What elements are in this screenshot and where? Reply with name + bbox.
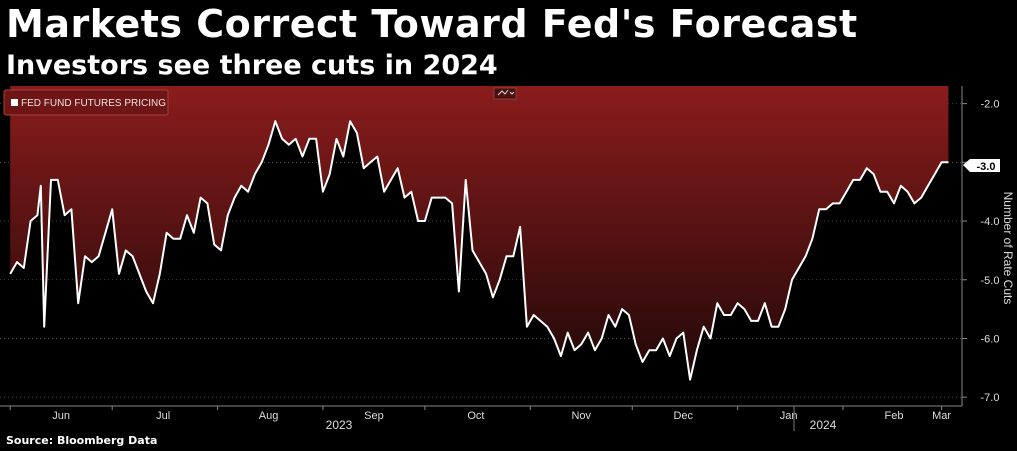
y-axis-ticks: -2.0 -4.0 -5.0 -6.0 -7.0 [962,99,1000,404]
x-tick-label: Feb [885,410,904,422]
x-axis-ticks: Jun Jul Aug Sep Oct Nov Dec Jan Feb Mar [9,406,951,422]
y-tick-label: -4.0 [981,216,1000,228]
y-tick-label: -6.0 [981,333,1000,345]
legend-label: FED FUND FUTURES PRICING [21,98,166,109]
x-tick-label: Jun [52,410,70,422]
series-line [9,120,949,381]
area-fill [10,86,949,380]
x-tick-label: Mar [932,410,951,422]
legend-swatch [11,99,18,106]
year-label-2024: 2024 [810,418,837,432]
x-tick-label: Jul [156,410,170,422]
chart-menu-icon[interactable] [493,87,517,100]
x-tick-label: Dec [673,410,693,422]
source-note: Source: Bloomberg Data [6,434,158,447]
chart-area: FED FUND FUTURES PRICING -2.0 -4.0 -5.0 -6.… [0,86,1015,432]
x-tick-label: Jan [780,410,798,422]
y-tick-label: -2.0 [981,99,1000,111]
legend-box [3,89,169,116]
y-axis-label: Number of Rate Cuts [1001,192,1015,305]
y-tick-label: -5.0 [981,275,1000,287]
chart-subtitle: Investors see three cuts in 2024 [6,50,498,81]
chart-title: Markets Correct Toward Fed's Forecast [6,2,858,46]
year-label-2023: 2023 [326,418,353,432]
last-value-text: -3.0 [977,161,996,173]
x-tick-label: Nov [571,410,591,422]
last-value-tag: -3.0 [963,159,1000,173]
x-tick-label: Aug [259,410,279,422]
y-tick-label: -7.0 [981,392,1000,404]
x-tick-label: Oct [467,410,484,422]
x-tick-label: Sep [364,410,384,422]
